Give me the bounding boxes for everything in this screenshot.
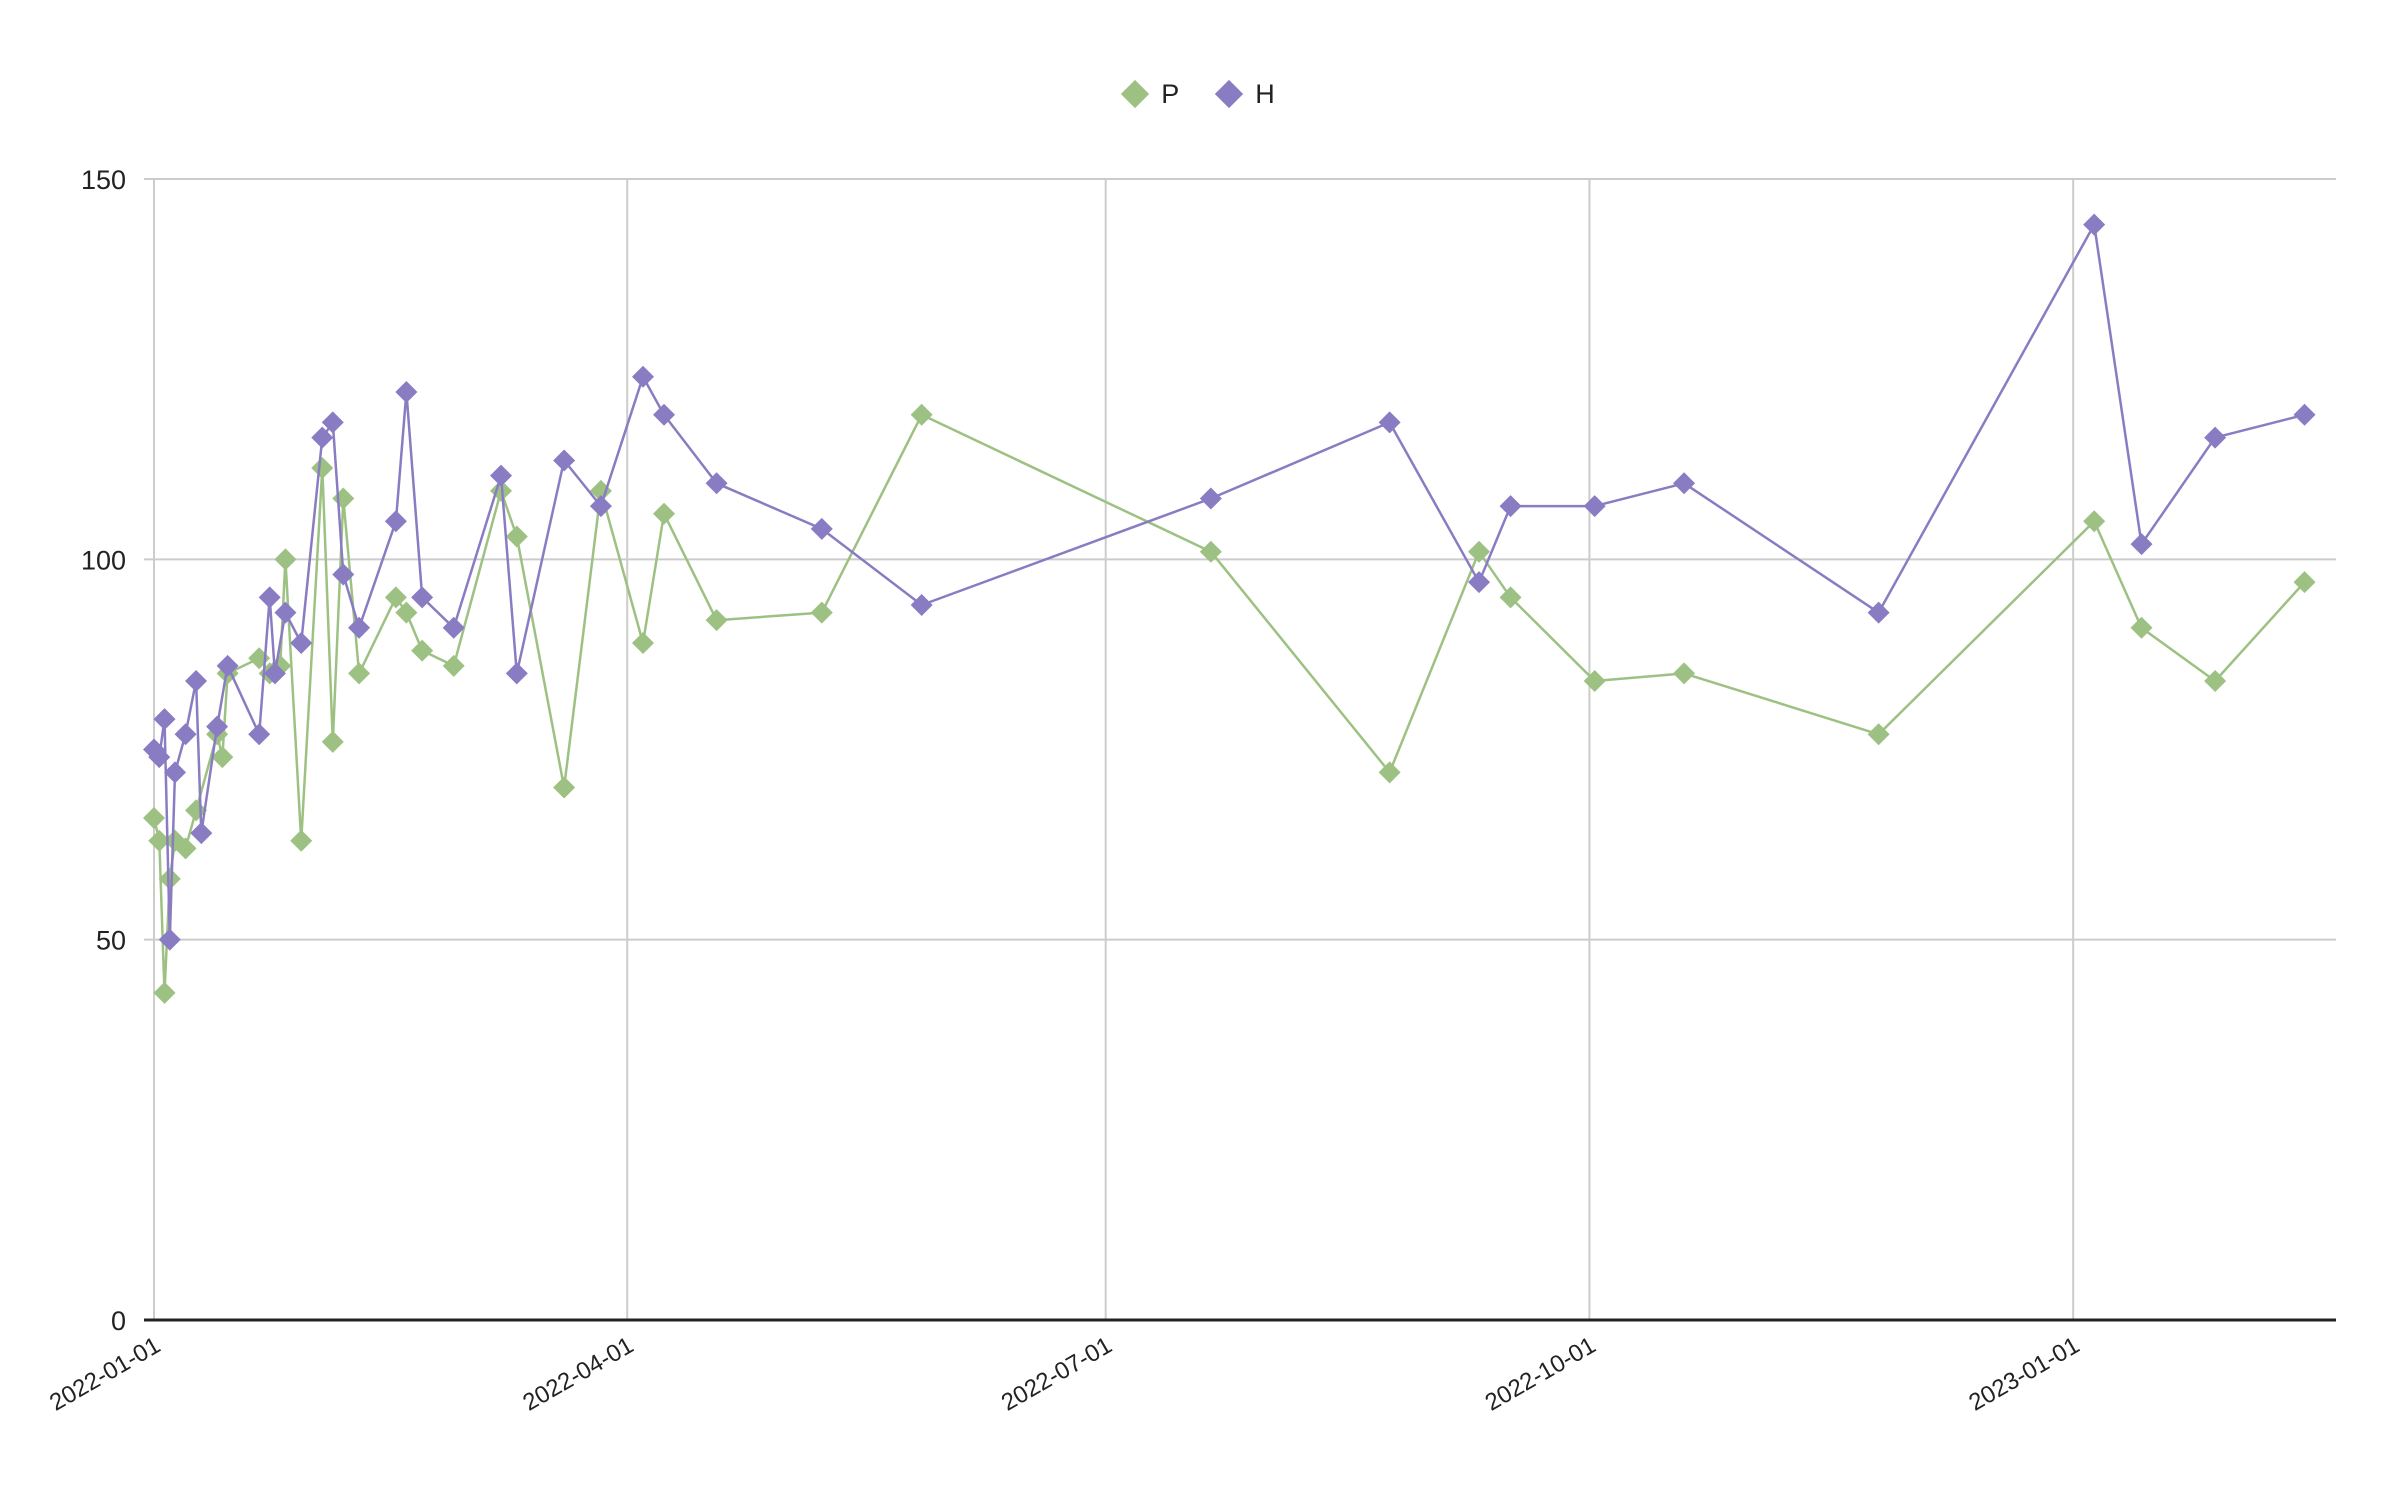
- data-point-diamond[interactable]: [1199, 540, 1222, 563]
- data-point-diamond[interactable]: [321, 730, 344, 753]
- data-point-diamond[interactable]: [174, 837, 197, 860]
- x-tick-label: 2022-01-01: [45, 1332, 165, 1417]
- data-point-diamond[interactable]: [290, 632, 313, 655]
- x-tick-label: 2022-04-01: [518, 1332, 638, 1417]
- data-point-diamond[interactable]: [1499, 586, 1522, 609]
- data-point-diamond[interactable]: [164, 761, 187, 784]
- data-point-diamond[interactable]: [1378, 761, 1401, 784]
- data-point-diamond[interactable]: [185, 670, 208, 693]
- data-point-diamond[interactable]: [206, 715, 229, 738]
- data-point-diamond[interactable]: [2293, 571, 2316, 594]
- data-point-diamond[interactable]: [148, 829, 171, 852]
- data-point-diamond[interactable]: [411, 586, 434, 609]
- data-point-diamond[interactable]: [311, 426, 334, 449]
- data-point-diamond[interactable]: [1499, 495, 1522, 518]
- data-point-diamond[interactable]: [653, 502, 676, 525]
- data-point-diamond[interactable]: [490, 464, 513, 487]
- y-axis-ticks: 0 50 100 150: [81, 165, 126, 1336]
- data-point-diamond[interactable]: [311, 457, 334, 480]
- data-point-diamond[interactable]: [348, 616, 371, 639]
- data-point-diamond[interactable]: [395, 380, 418, 403]
- x-tick-label: 2022-07-01: [997, 1332, 1117, 1417]
- data-point-diamond[interactable]: [153, 708, 176, 731]
- data-point-diamond[interactable]: [274, 548, 297, 571]
- data-point-diamond[interactable]: [1378, 411, 1401, 434]
- data-series: [143, 213, 2316, 1004]
- data-point-diamond[interactable]: [442, 654, 465, 677]
- y-tick-label: 50: [96, 926, 126, 956]
- data-point-diamond[interactable]: [810, 517, 833, 540]
- data-point-diamond[interactable]: [442, 616, 465, 639]
- data-point-diamond[interactable]: [1673, 662, 1696, 685]
- x-tick-label: 2022-10-01: [1481, 1332, 1601, 1417]
- data-point-diamond[interactable]: [2293, 403, 2316, 426]
- data-point-diamond[interactable]: [553, 449, 576, 472]
- data-point-diamond[interactable]: [190, 822, 213, 845]
- data-point-diamond[interactable]: [2083, 213, 2106, 236]
- data-point-diamond[interactable]: [143, 806, 165, 829]
- data-point-diamond[interactable]: [1199, 487, 1222, 510]
- data-point-diamond[interactable]: [395, 601, 418, 624]
- data-point-diamond[interactable]: [810, 601, 833, 624]
- series-p: [143, 403, 2316, 1004]
- data-point-diamond[interactable]: [705, 472, 728, 495]
- data-point-diamond[interactable]: [505, 662, 528, 685]
- data-point-diamond[interactable]: [258, 586, 281, 609]
- data-point-diamond[interactable]: [1867, 723, 1890, 746]
- data-point-diamond[interactable]: [216, 654, 239, 677]
- gridlines: [144, 178, 2336, 1320]
- legend-item-p[interactable]: P: [1121, 78, 1180, 110]
- data-point-diamond[interactable]: [384, 510, 407, 533]
- data-point-diamond[interactable]: [248, 723, 271, 746]
- data-point-diamond[interactable]: [1468, 571, 1491, 594]
- data-point-diamond[interactable]: [589, 495, 612, 518]
- data-point-diamond[interactable]: [553, 776, 576, 799]
- data-point-diamond[interactable]: [1673, 472, 1696, 495]
- x-axis-ticks: 2022-01-01 2022-04-01 2022-07-01 2022-10-01…: [45, 1332, 2084, 1417]
- data-point-diamond[interactable]: [1867, 601, 1890, 624]
- data-point-diamond[interactable]: [2130, 533, 2153, 556]
- data-point-diamond[interactable]: [321, 411, 344, 434]
- data-point-diamond[interactable]: [384, 586, 407, 609]
- y-tick-label: 0: [111, 1306, 126, 1336]
- data-point-diamond[interactable]: [1583, 495, 1606, 518]
- x-tick-label: 2023-01-01: [1964, 1332, 2084, 1417]
- data-point-diamond[interactable]: [158, 928, 181, 951]
- data-point-diamond[interactable]: [153, 981, 176, 1004]
- chart-legend: P H: [0, 72, 2400, 116]
- data-point-diamond[interactable]: [910, 593, 933, 616]
- y-tick-label: 150: [81, 165, 126, 195]
- data-point-diamond[interactable]: [2083, 510, 2106, 533]
- legend-label: H: [1255, 78, 1275, 109]
- data-point-diamond[interactable]: [263, 662, 286, 685]
- data-point-diamond[interactable]: [631, 632, 654, 655]
- data-point-diamond[interactable]: [290, 829, 313, 852]
- y-tick-label: 100: [81, 545, 126, 575]
- data-point-diamond[interactable]: [274, 601, 297, 624]
- data-point-diamond[interactable]: [332, 487, 355, 510]
- data-point-diamond[interactable]: [505, 525, 528, 548]
- data-point-diamond[interactable]: [174, 723, 197, 746]
- data-point-diamond[interactable]: [332, 563, 355, 586]
- data-point-diamond[interactable]: [910, 403, 933, 426]
- data-point-diamond[interactable]: [631, 365, 654, 388]
- data-point-diamond[interactable]: [411, 639, 434, 662]
- legend-item-h[interactable]: H: [1215, 78, 1275, 110]
- data-point-diamond[interactable]: [158, 867, 181, 890]
- data-point-diamond[interactable]: [1468, 540, 1491, 563]
- data-point-diamond[interactable]: [653, 403, 676, 426]
- data-point-diamond[interactable]: [2204, 670, 2227, 693]
- data-point-diamond[interactable]: [705, 609, 728, 632]
- data-point-diamond[interactable]: [2130, 616, 2153, 639]
- legend-label: P: [1161, 78, 1180, 109]
- series-h: [143, 213, 2316, 951]
- data-point-diamond[interactable]: [2204, 426, 2227, 449]
- data-point-diamond[interactable]: [348, 662, 371, 685]
- data-point-diamond[interactable]: [1583, 670, 1606, 693]
- data-point-diamond[interactable]: [211, 746, 234, 769]
- data-point-diamond[interactable]: [148, 746, 171, 769]
